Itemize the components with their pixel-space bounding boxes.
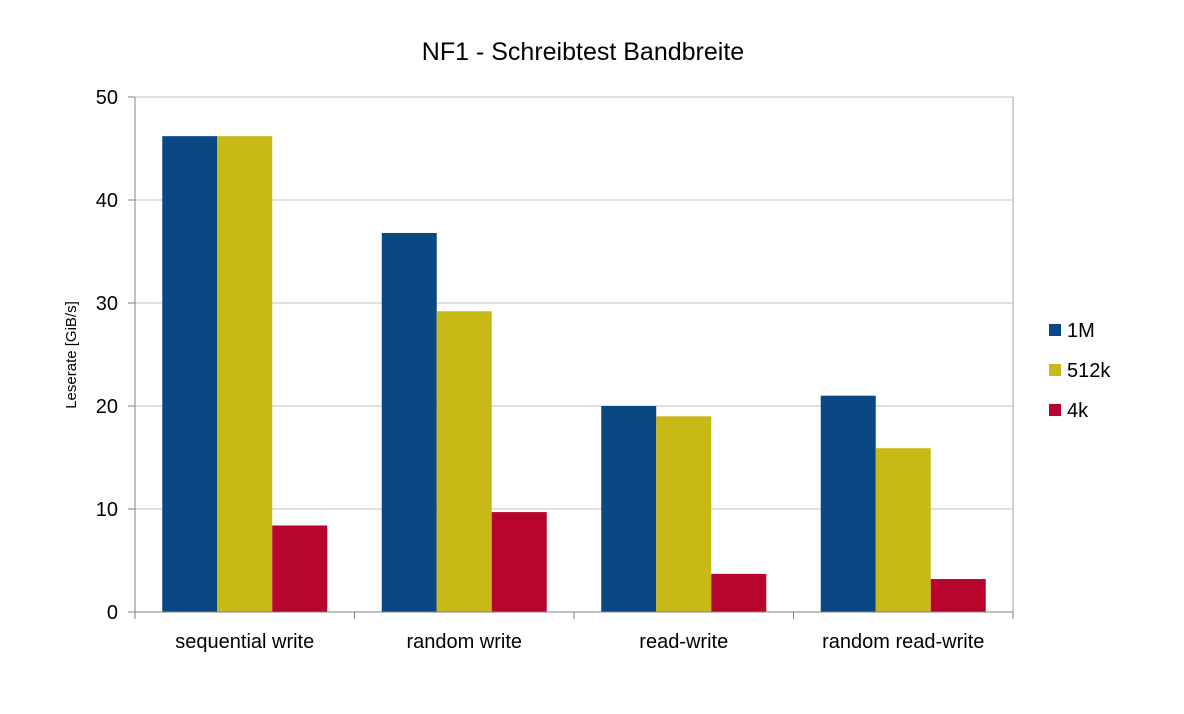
y-axis-label: Leserate [GiB/s] <box>63 301 80 409</box>
bar-512k-4 <box>875 448 931 612</box>
legend-swatch-4k <box>1049 404 1061 416</box>
legend-swatch-1M <box>1049 324 1061 336</box>
bar-1M-4 <box>820 395 876 612</box>
x-category-label: random write <box>406 631 522 653</box>
legend-label: 1M <box>1067 320 1095 342</box>
bar-1M-3 <box>601 406 657 612</box>
legend-swatch-512k <box>1049 364 1061 376</box>
y-tick-label: 20 <box>96 396 118 418</box>
legend: 1M 512k 4k <box>1049 320 1111 422</box>
bar-1M-1 <box>162 136 218 612</box>
x-category-label: sequential write <box>175 631 314 653</box>
bar-512k-3 <box>656 416 712 612</box>
axes: 0 10 20 30 40 50 sequential write random write r… <box>96 87 1014 653</box>
x-category-label: random read-write <box>822 631 984 653</box>
bar-4k-2 <box>491 512 547 612</box>
bar-4k-1 <box>272 525 328 612</box>
bar-1M-2 <box>381 232 437 612</box>
y-tick-label: 0 <box>107 602 118 624</box>
bar-512k-1 <box>217 136 273 612</box>
y-tick-label: 50 <box>96 87 118 109</box>
bar-512k-2 <box>436 311 492 612</box>
x-category-label: read-write <box>639 631 728 653</box>
y-tick-label: 30 <box>96 293 118 315</box>
legend-label: 512k <box>1067 360 1111 382</box>
y-tick-label: 10 <box>96 499 118 521</box>
bar-4k-3 <box>711 573 767 612</box>
chart-title: NF1 - Schreibtest Bandbreite <box>422 38 744 66</box>
legend-label: 4k <box>1067 400 1089 422</box>
y-tick-label: 40 <box>96 190 118 212</box>
bar-4k-4 <box>930 579 986 612</box>
bars <box>162 136 986 612</box>
